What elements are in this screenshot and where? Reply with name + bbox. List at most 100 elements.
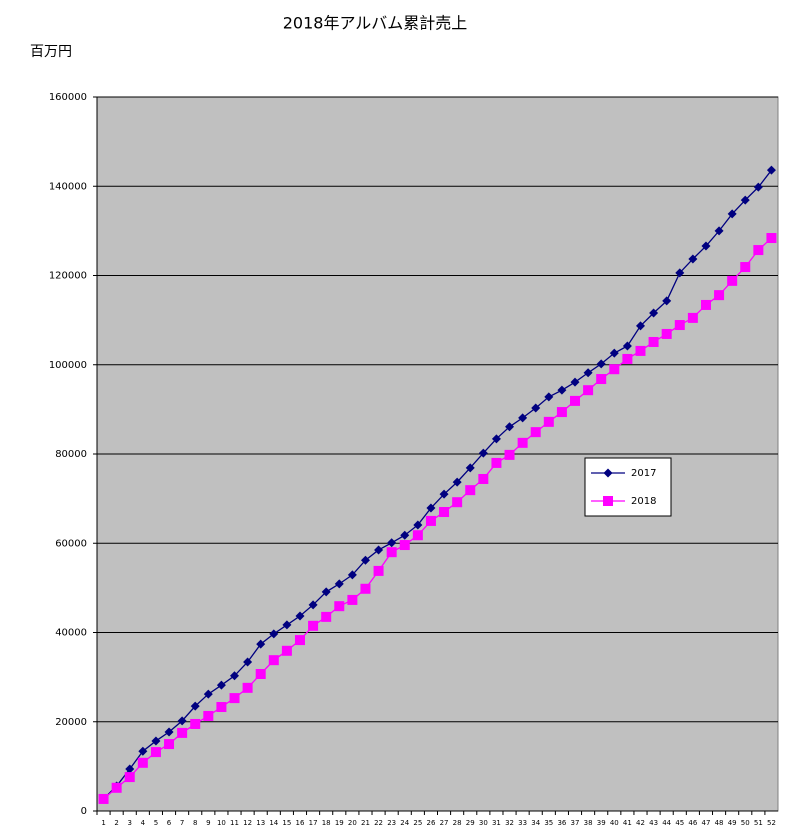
x-tick-label: 9 bbox=[206, 819, 210, 827]
marker bbox=[203, 710, 214, 721]
marker bbox=[177, 716, 187, 726]
marker bbox=[190, 718, 201, 729]
x-tick-label: 38 bbox=[584, 819, 593, 827]
marker bbox=[347, 594, 358, 605]
marker bbox=[255, 669, 266, 680]
marker bbox=[164, 739, 175, 750]
legend-label: 2017 bbox=[631, 468, 656, 479]
marker bbox=[308, 600, 318, 610]
marker bbox=[268, 655, 279, 666]
marker bbox=[635, 345, 646, 356]
marker bbox=[452, 477, 462, 487]
x-tick-label: 23 bbox=[387, 819, 396, 827]
marker bbox=[452, 497, 463, 508]
legend-marker bbox=[603, 496, 613, 506]
x-tick-label: 6 bbox=[167, 819, 172, 827]
x-tick-label: 35 bbox=[544, 819, 553, 827]
marker bbox=[98, 793, 109, 804]
marker bbox=[701, 241, 711, 251]
marker bbox=[518, 413, 528, 423]
marker bbox=[150, 747, 161, 758]
marker bbox=[622, 341, 632, 351]
marker bbox=[583, 385, 594, 396]
marker bbox=[465, 485, 476, 496]
x-tick-label: 2 bbox=[114, 819, 118, 827]
y-tick-label: 40000 bbox=[55, 628, 87, 639]
x-tick-label: 51 bbox=[754, 819, 763, 827]
x-tick-label: 12 bbox=[243, 819, 252, 827]
y-tick-label: 100000 bbox=[49, 360, 87, 371]
y-tick-label: 120000 bbox=[49, 271, 87, 282]
marker bbox=[138, 746, 148, 756]
x-tick-label: 27 bbox=[440, 819, 449, 827]
marker bbox=[164, 727, 174, 737]
marker bbox=[675, 268, 685, 278]
marker bbox=[622, 353, 633, 364]
marker bbox=[662, 296, 672, 306]
marker bbox=[491, 457, 502, 468]
y-axis-label: 百万円 bbox=[30, 44, 72, 60]
x-tick-label: 16 bbox=[296, 819, 305, 827]
marker bbox=[243, 657, 253, 667]
marker bbox=[281, 645, 292, 656]
x-tick-label: 13 bbox=[256, 819, 265, 827]
x-tick-label: 8 bbox=[193, 819, 197, 827]
marker bbox=[177, 727, 188, 738]
marker bbox=[687, 312, 698, 323]
marker bbox=[753, 245, 764, 256]
marker bbox=[530, 427, 541, 438]
marker bbox=[714, 226, 724, 236]
marker bbox=[766, 165, 776, 175]
marker bbox=[517, 437, 528, 448]
x-tick-label: 29 bbox=[466, 819, 475, 827]
marker bbox=[661, 328, 672, 339]
series-line bbox=[103, 237, 772, 800]
marker bbox=[308, 620, 319, 631]
x-tick-label: 31 bbox=[492, 819, 501, 827]
y-tick-label: 160000 bbox=[49, 92, 87, 103]
x-tick-label: 46 bbox=[688, 819, 697, 827]
marker bbox=[505, 422, 515, 432]
x-tick-label: 5 bbox=[154, 819, 158, 827]
marker bbox=[151, 736, 161, 746]
x-tick-label: 20 bbox=[348, 819, 357, 827]
y-tick-label: 80000 bbox=[55, 449, 87, 460]
x-tick-label: 42 bbox=[636, 819, 645, 827]
marker bbox=[635, 321, 645, 331]
marker bbox=[190, 701, 200, 711]
marker bbox=[491, 434, 501, 444]
series-line bbox=[103, 169, 772, 800]
x-tick-label: 37 bbox=[571, 819, 580, 827]
legend-label: 2018 bbox=[631, 496, 656, 507]
series bbox=[99, 165, 776, 804]
x-tick-label: 47 bbox=[702, 819, 711, 827]
legend bbox=[584, 457, 672, 517]
marker bbox=[334, 601, 345, 612]
x-tick-label: 7 bbox=[180, 819, 184, 827]
marker bbox=[413, 520, 423, 530]
marker bbox=[439, 489, 449, 499]
x-tick-label: 52 bbox=[767, 819, 776, 827]
x-tick-label: 11 bbox=[230, 819, 239, 827]
marker bbox=[400, 530, 410, 540]
marker bbox=[256, 639, 266, 649]
marker bbox=[727, 275, 738, 286]
marker bbox=[230, 671, 240, 681]
marker bbox=[753, 182, 763, 192]
x-tick-label: 30 bbox=[479, 819, 488, 827]
marker bbox=[700, 299, 711, 310]
marker bbox=[387, 538, 397, 548]
marker bbox=[648, 336, 659, 347]
x-tick-label: 18 bbox=[322, 819, 331, 827]
marker bbox=[360, 583, 371, 594]
marker bbox=[531, 403, 541, 413]
x-tick-label: 26 bbox=[426, 819, 435, 827]
marker bbox=[412, 530, 423, 541]
x-tick-label: 15 bbox=[282, 819, 291, 827]
marker bbox=[570, 395, 581, 406]
marker bbox=[740, 262, 751, 273]
marker bbox=[439, 507, 450, 518]
marker bbox=[374, 545, 384, 555]
marker bbox=[137, 757, 148, 768]
y-tick-label: 60000 bbox=[55, 538, 87, 549]
